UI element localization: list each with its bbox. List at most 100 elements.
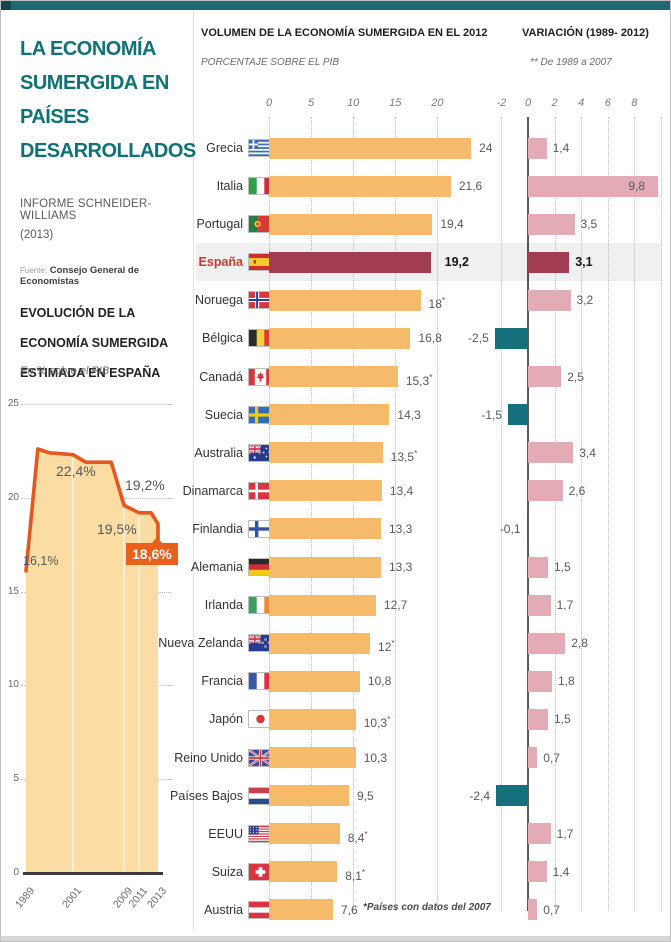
volume-axis-tick: 15 [389,97,402,109]
volume-value: 8,4* [347,828,368,845]
evolution-x-axis-line [23,871,163,875]
country-row: Francia 10,8 1,8 [151,662,666,700]
volume-gridline [311,117,313,911]
volume-bar [269,670,360,692]
country-label: Alemania [190,560,243,575]
country-rows: Grecia 24 1,4 Italia 21,6 9,8 Portugal 19,4 3,5 E… [151,129,666,929]
belgium-flag-icon [249,330,272,347]
volume-value: 18* [428,295,446,312]
evolution-callout-value: 18,6% [126,537,178,565]
volume-bar [269,137,472,159]
variation-value: 2,6 [568,483,586,498]
variation-axis-tick: 2 [551,97,558,109]
variation-value: 3,2 [576,293,594,308]
variation-bar [508,404,528,426]
country-label: Suecia [204,407,243,422]
country-label: Canadá [199,369,243,384]
variation-bar [528,137,547,159]
country-label: Japón [208,712,243,727]
country-label: Bélgica [202,331,243,346]
volume-bar [269,747,356,768]
country-label: Países Bajos [170,788,243,803]
country-row: Australia 13,5* 3,4 [151,434,666,472]
evolution-area-chart: 25 20 15 10 5 0 1989 2001 2009 2011 2013 16,1% 22,4%… [1,391,193,939]
country-row: Irlanda 12,7 1,7 [151,586,666,624]
variation-bar [528,366,562,388]
spain-flag-icon [249,254,272,271]
volume-bar [269,708,356,730]
uk-flag-icon [249,749,272,766]
country-row: Bélgica 16,8 -2,5 [151,319,666,357]
italy-flag-icon [249,178,272,195]
evolution-y-tick-label: 10 [7,679,19,691]
variation-bar [528,670,552,692]
evolution-y-tick-label: 20 [7,491,19,503]
country-label: Austria [204,902,243,917]
country-row: Portugal 19,4 3,5 [151,205,666,243]
evolution-series-svg [24,447,160,872]
country-row: Italia 21,6 9,8 [151,167,666,205]
variation-gridline [607,117,609,911]
footnote: *Países con datos del 2007 [363,902,491,913]
volume-bar [269,594,376,616]
country-label: Grecia [206,141,243,155]
volume-value: 13,4 [389,483,414,498]
variation-zero-axis [527,117,529,911]
source-value: Consejo General de Economistas [20,265,140,287]
evolution-annotation: 22,4% [56,463,96,479]
volume-value: 15,3* [405,371,433,388]
variation-bar [528,747,538,768]
bottom-bar [1,936,670,941]
usa-flag-icon [249,825,272,842]
report-name: INFORME SCHNEIDER-WILLIAMS [20,198,152,222]
country-row: Dinamarca 13,4 2,6 [151,472,666,510]
country-label: EEUU [208,826,243,841]
country-label: Noruega [195,293,243,308]
variation-value: 3,4 [579,445,596,460]
volume-value: 19,2 [444,255,469,270]
volume-value: 10,3 [363,750,388,765]
variation-bar [528,213,575,235]
volume-value: 21,6 [458,179,483,194]
france-flag-icon [249,673,272,690]
variation-bar [528,556,548,578]
country-label: Nueva Zelanda [158,636,243,651]
variation-gridline [501,117,503,911]
evolution-y-tick-label: 25 [7,398,19,409]
volume-bar [269,556,381,578]
page-title: LA ECONOMÍA SUMERGIDA EN PAÍSES DESARROL… [20,38,196,162]
variation-bar [494,327,528,349]
volume-bar [269,823,340,845]
evolution-annotation: 19,2% [125,477,165,493]
source-label: Fuente: [20,266,48,275]
variation-value: -2,5 [468,331,489,346]
source-line: Fuente: Consejo General de Economistas [20,265,193,287]
volume-bar [269,785,349,807]
volume-value: 13,5* [390,447,418,464]
volume-bar [269,442,383,464]
variation-bar [528,289,571,311]
variation-gridline [554,117,556,911]
country-row: Canadá 15,3* 2,5 [151,358,666,396]
top-accent-corner [1,1,11,10]
country-label: Portugal [196,217,243,232]
country-label: Australia [194,445,243,460]
netherlands-flag-icon [249,787,272,804]
volume-bar [269,518,381,540]
variation-value: 1,5 [553,712,571,727]
variation-value: 2,5 [567,369,584,384]
volume-value: 13,3 [388,560,413,575]
variation-axis-tick: 6 [604,97,611,109]
country-row: Suiza 8,1* 1,4 [151,853,666,891]
evolution-y-tick-label: 15 [7,585,19,597]
variation-bar [528,632,566,654]
variation-value: -2,4 [469,788,491,803]
country-row: Japón 10,3* 1,5 [151,700,666,738]
variation-bar [526,518,528,540]
variation-value: -1,5 [481,407,503,422]
variation-value: 1,7 [556,826,574,841]
volume-value: 16,8 [418,331,442,346]
variation-value: 0,7 [543,750,560,765]
volume-bar [269,175,451,197]
variation-bar [528,175,659,197]
